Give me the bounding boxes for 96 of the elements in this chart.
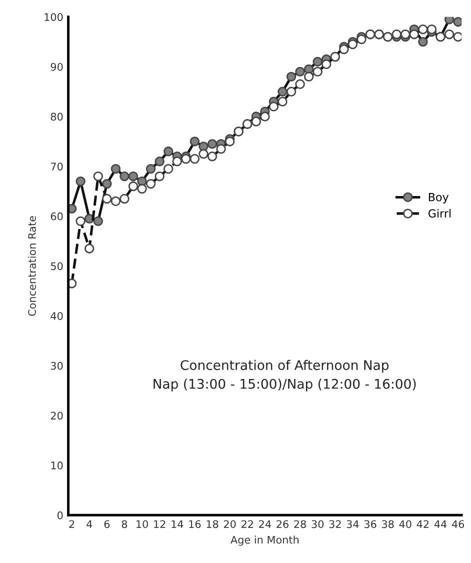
x-tick-label: 2	[69, 520, 74, 528]
x-tick-label: 40	[399, 520, 412, 528]
point	[93, 171, 104, 182]
text: Concentration of Afternoon Nap Nap (13:00 - 15:00)/Nap (12:00 - 16:00)	[154, 360, 416, 392]
point	[110, 164, 121, 174]
point	[146, 164, 156, 174]
x-tick-label: 34	[346, 520, 359, 528]
point	[268, 102, 279, 112]
point	[286, 72, 296, 82]
point	[278, 96, 288, 106]
point	[339, 44, 349, 54]
point	[154, 156, 164, 166]
y-tick-label: 50	[50, 262, 63, 270]
point	[453, 17, 462, 27]
y-tick-label: 80	[50, 112, 63, 121]
x-tick-label: 22	[242, 520, 253, 528]
point	[120, 194, 130, 204]
legend-label: Boy	[428, 193, 449, 204]
x-tick-label: 28	[294, 520, 306, 528]
x-tick-label: 36	[364, 520, 376, 528]
point	[392, 29, 402, 40]
point	[190, 136, 200, 146]
point	[190, 154, 200, 164]
point	[146, 178, 156, 189]
point	[251, 116, 262, 126]
point	[164, 164, 174, 174]
point	[76, 176, 86, 186]
x-tick-label: 16	[189, 520, 201, 528]
x-tick-label: 10	[136, 520, 148, 528]
x-tick-label: 26	[276, 520, 288, 528]
point	[418, 24, 428, 34]
point	[110, 196, 121, 206]
x-tick-label: 42	[416, 520, 429, 528]
x-tick-label: 44	[434, 520, 447, 528]
x-tick-label: 46	[452, 520, 464, 528]
point	[444, 16, 454, 24]
y-tick-label: 100	[44, 13, 63, 21]
point	[312, 66, 322, 77]
y-axis-title: Concentration Rate	[28, 216, 36, 316]
x-tick-label: 8	[122, 520, 128, 528]
point	[68, 278, 77, 288]
point	[278, 86, 288, 96]
point	[84, 244, 94, 254]
x-tick-label: 20	[224, 520, 236, 528]
point	[181, 154, 191, 164]
point	[207, 152, 218, 162]
point	[295, 66, 305, 77]
point	[102, 194, 112, 204]
point	[400, 29, 410, 40]
point	[286, 86, 296, 96]
point	[137, 184, 147, 194]
point	[453, 32, 462, 42]
point	[322, 59, 332, 70]
y-tick-label: 20	[50, 412, 63, 420]
x-tick-label: 14	[172, 520, 184, 528]
point	[348, 39, 358, 50]
x-tick-label: 6	[104, 520, 110, 528]
point	[172, 156, 182, 166]
point	[76, 216, 86, 226]
point	[409, 29, 420, 40]
y-tick-label: 30	[50, 362, 63, 370]
point	[102, 178, 112, 189]
point	[295, 79, 305, 90]
y-tick-label: 10	[51, 462, 63, 470]
point	[68, 204, 77, 214]
y-tick-label: 0	[57, 511, 63, 520]
legend-label: Girrl	[428, 209, 451, 218]
x-tick-label: 24	[259, 520, 271, 528]
point	[418, 36, 428, 47]
point	[356, 34, 366, 44]
point	[198, 149, 208, 159]
x-tick-label: 4	[86, 520, 92, 528]
point	[260, 112, 270, 122]
x-axis-title: Age in Month	[230, 536, 299, 546]
point	[164, 146, 174, 156]
x-tick-label: 38	[382, 520, 394, 528]
x-tick-label: 18	[206, 520, 218, 528]
point	[128, 171, 138, 182]
y-tick-label: 70	[51, 162, 63, 170]
x-tick-label: 12	[154, 520, 166, 528]
point	[224, 136, 235, 146]
point	[216, 144, 226, 154]
y-tick-label: 90	[50, 62, 63, 71]
y-tick-label: 40	[50, 312, 63, 320]
point	[154, 171, 164, 182]
point	[426, 24, 437, 34]
point	[128, 181, 138, 192]
point	[312, 56, 322, 67]
point	[207, 139, 218, 149]
point	[444, 29, 454, 40]
point	[120, 171, 130, 182]
x-tick-label: 32	[329, 520, 341, 528]
point	[304, 72, 314, 82]
x-tick-label: 30	[312, 520, 324, 528]
point	[93, 216, 104, 226]
y-tick-label: 60	[50, 212, 63, 220]
